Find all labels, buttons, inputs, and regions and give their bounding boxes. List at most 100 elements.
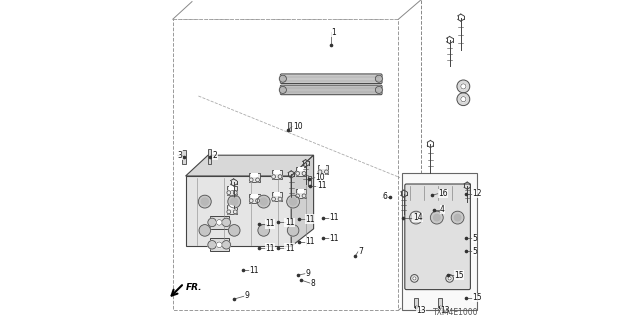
Text: 4: 4 bbox=[440, 205, 445, 214]
FancyBboxPatch shape bbox=[405, 184, 470, 290]
Text: 9: 9 bbox=[245, 292, 250, 300]
Circle shape bbox=[278, 175, 282, 179]
Bar bbox=[229, 205, 236, 209]
Bar bbox=[182, 150, 186, 164]
Circle shape bbox=[413, 214, 419, 221]
Circle shape bbox=[199, 225, 211, 236]
Circle shape bbox=[302, 172, 306, 175]
Text: 10: 10 bbox=[292, 122, 303, 131]
Text: 6: 6 bbox=[383, 192, 387, 201]
Circle shape bbox=[302, 194, 306, 198]
Bar bbox=[251, 173, 258, 177]
Circle shape bbox=[290, 198, 297, 205]
Bar bbox=[402, 173, 477, 310]
Polygon shape bbox=[186, 155, 314, 176]
Bar bbox=[209, 216, 229, 229]
Circle shape bbox=[446, 275, 453, 282]
Bar bbox=[249, 173, 260, 182]
Circle shape bbox=[461, 97, 466, 102]
Text: FR.: FR. bbox=[186, 284, 202, 292]
Circle shape bbox=[208, 218, 216, 227]
Circle shape bbox=[272, 175, 276, 179]
Text: 16: 16 bbox=[438, 189, 448, 198]
Circle shape bbox=[411, 275, 419, 282]
Circle shape bbox=[272, 197, 276, 201]
Bar bbox=[272, 170, 282, 179]
Circle shape bbox=[278, 197, 282, 201]
Circle shape bbox=[216, 220, 222, 225]
Bar bbox=[308, 176, 311, 186]
Text: 2: 2 bbox=[212, 151, 218, 160]
Text: 10: 10 bbox=[315, 173, 325, 182]
Circle shape bbox=[318, 170, 322, 174]
Text: 11: 11 bbox=[330, 234, 339, 243]
Text: 13: 13 bbox=[416, 306, 426, 315]
Bar bbox=[209, 238, 229, 252]
Text: 11: 11 bbox=[317, 181, 326, 190]
Bar bbox=[298, 189, 304, 193]
Circle shape bbox=[413, 277, 416, 280]
Bar bbox=[227, 186, 237, 195]
Bar bbox=[296, 189, 306, 198]
Circle shape bbox=[375, 75, 383, 82]
Circle shape bbox=[280, 75, 287, 82]
Text: 11: 11 bbox=[285, 218, 294, 227]
Circle shape bbox=[431, 211, 443, 224]
Text: 12: 12 bbox=[472, 189, 481, 198]
Circle shape bbox=[287, 195, 300, 208]
Circle shape bbox=[457, 80, 470, 93]
Text: 7: 7 bbox=[358, 247, 364, 256]
Bar bbox=[274, 170, 280, 174]
Bar bbox=[249, 194, 260, 203]
Circle shape bbox=[434, 214, 440, 221]
Polygon shape bbox=[291, 155, 314, 246]
Circle shape bbox=[222, 218, 230, 227]
Circle shape bbox=[457, 93, 470, 106]
Bar bbox=[438, 298, 442, 307]
Text: 11: 11 bbox=[306, 215, 315, 224]
Text: 1: 1 bbox=[332, 28, 336, 36]
Circle shape bbox=[287, 225, 299, 236]
Text: 3: 3 bbox=[178, 151, 182, 160]
Circle shape bbox=[257, 195, 270, 208]
Circle shape bbox=[324, 170, 328, 174]
Circle shape bbox=[208, 241, 216, 249]
Text: 11: 11 bbox=[306, 237, 315, 246]
Bar bbox=[227, 205, 237, 214]
Circle shape bbox=[410, 211, 422, 224]
Circle shape bbox=[227, 191, 231, 195]
Circle shape bbox=[227, 210, 231, 214]
Text: 8: 8 bbox=[310, 279, 315, 288]
Circle shape bbox=[216, 242, 222, 248]
Bar bbox=[208, 149, 211, 164]
Text: 5: 5 bbox=[472, 234, 477, 243]
Bar bbox=[173, 19, 398, 310]
Text: 11: 11 bbox=[285, 244, 294, 252]
Bar bbox=[296, 167, 306, 176]
Circle shape bbox=[198, 195, 211, 208]
Bar bbox=[298, 167, 304, 171]
Bar bbox=[272, 192, 282, 201]
Circle shape bbox=[461, 84, 466, 89]
Text: 5: 5 bbox=[472, 247, 477, 256]
Text: 14: 14 bbox=[413, 213, 422, 222]
Circle shape bbox=[375, 86, 383, 93]
FancyBboxPatch shape bbox=[280, 74, 382, 84]
Text: TXM4E1000: TXM4E1000 bbox=[433, 308, 479, 317]
Text: 11: 11 bbox=[250, 266, 259, 275]
Circle shape bbox=[234, 210, 237, 214]
Circle shape bbox=[222, 241, 230, 249]
Circle shape bbox=[256, 178, 260, 182]
Text: 13: 13 bbox=[440, 306, 450, 315]
Circle shape bbox=[201, 198, 209, 205]
Circle shape bbox=[448, 277, 451, 280]
Bar bbox=[251, 194, 258, 198]
Circle shape bbox=[234, 191, 237, 195]
Polygon shape bbox=[186, 176, 291, 246]
Text: 11: 11 bbox=[330, 213, 339, 222]
Bar bbox=[288, 122, 291, 131]
Circle shape bbox=[231, 198, 238, 205]
Circle shape bbox=[250, 178, 253, 182]
Bar bbox=[415, 298, 417, 307]
Circle shape bbox=[258, 225, 269, 236]
